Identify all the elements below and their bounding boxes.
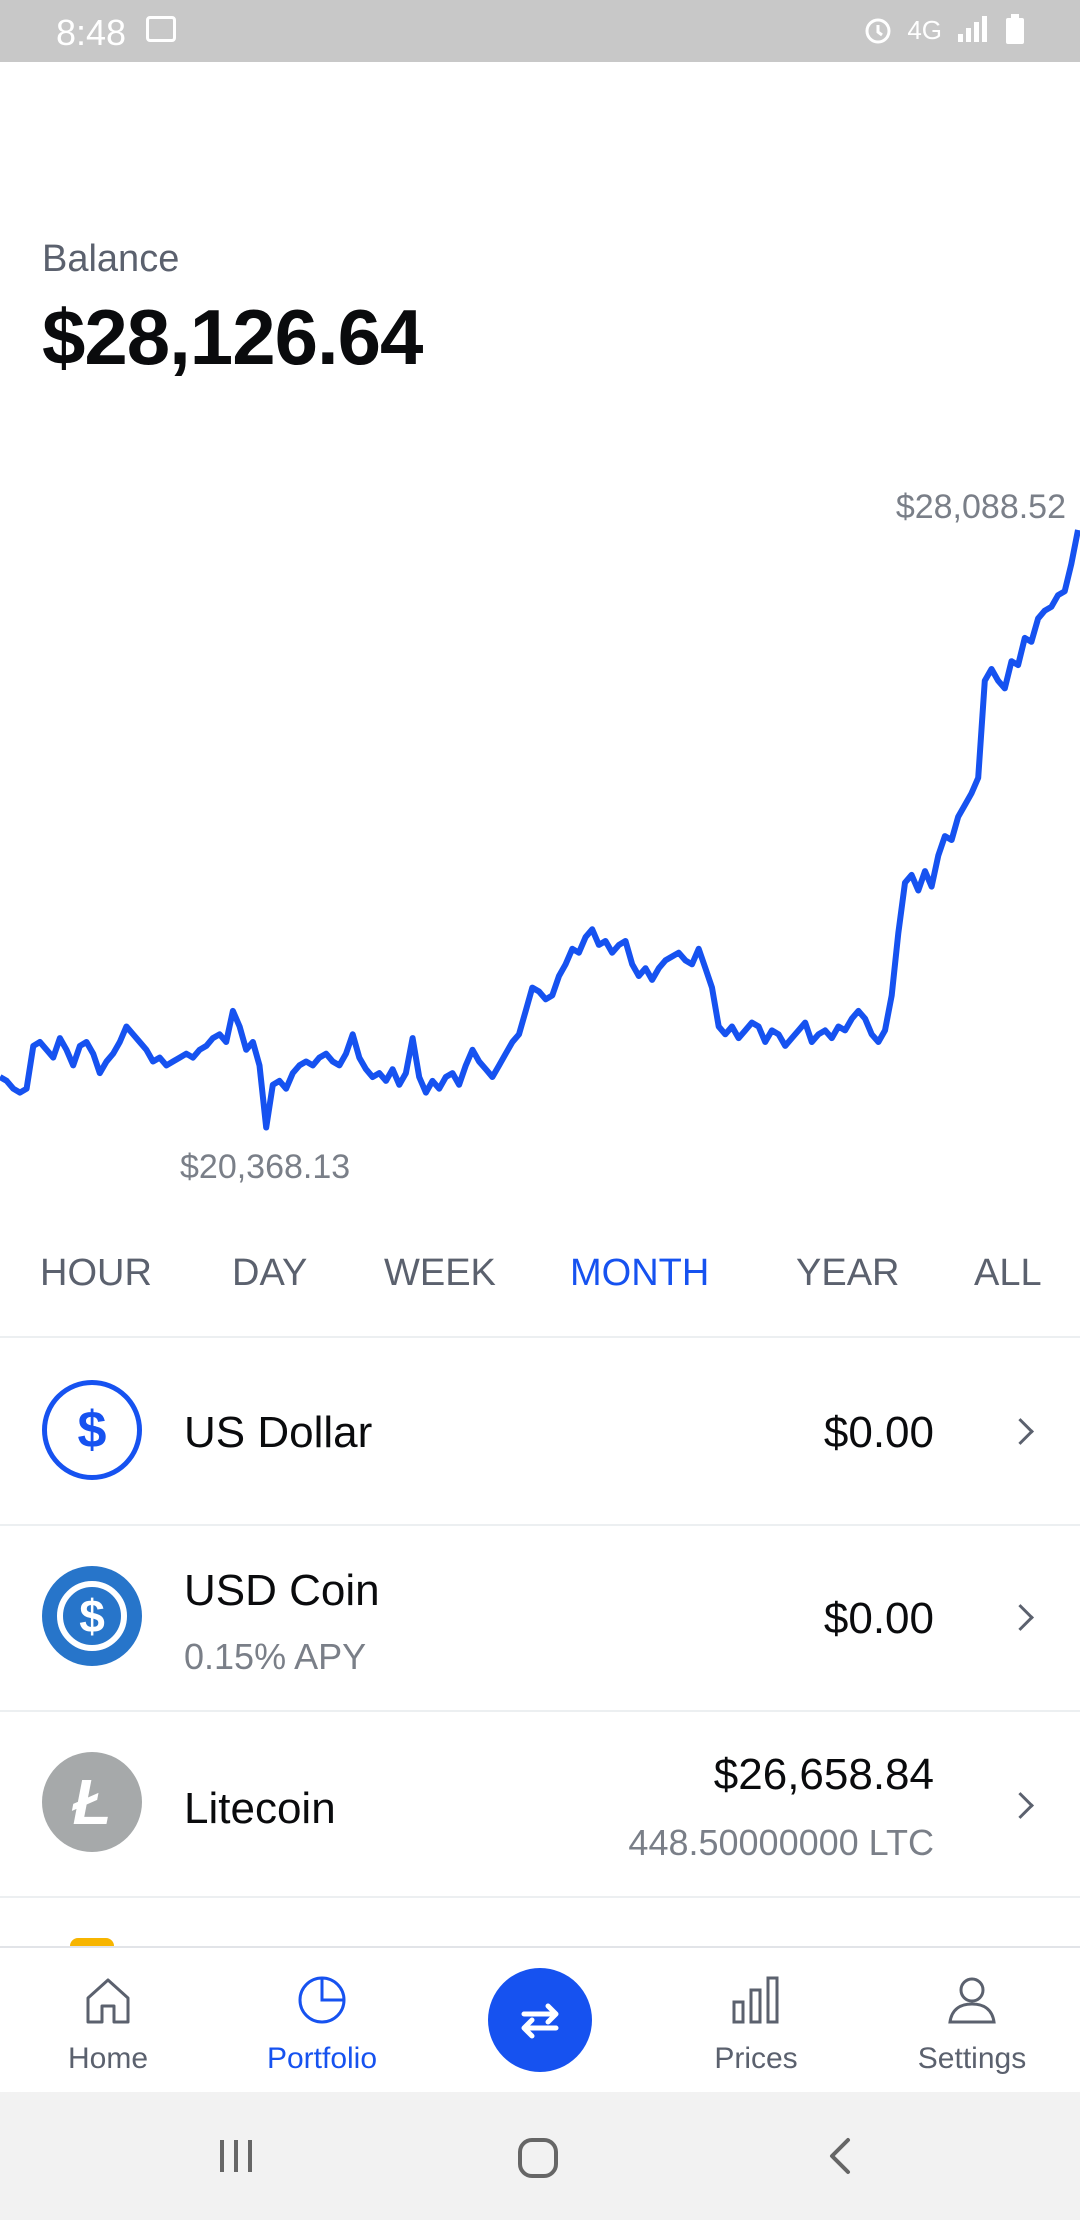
nav-settings[interactable]: Settings bbox=[882, 1948, 1062, 2094]
asset-row-us-dollar[interactable]: $ US Dollar $0.00 bbox=[0, 1338, 1080, 1526]
balance-chart[interactable] bbox=[0, 480, 1080, 1200]
bar-chart-icon bbox=[732, 1976, 779, 2024]
chart-series-line bbox=[0, 529, 1080, 1131]
system-nav-bar bbox=[0, 2092, 1080, 2220]
chevron-right-icon bbox=[1007, 1792, 1034, 1819]
asset-name: USD Coin bbox=[184, 1566, 380, 1615]
user-icon bbox=[948, 1977, 996, 2024]
home-circle-icon[interactable] bbox=[514, 2134, 562, 2182]
status-time: 8:48 bbox=[56, 12, 127, 53]
tab-day[interactable]: DAY bbox=[232, 1252, 308, 1294]
back-icon[interactable] bbox=[820, 2134, 864, 2178]
asset-name: US Dollar bbox=[184, 1408, 373, 1457]
chart-max-label: $28,088.52 bbox=[895, 488, 1066, 526]
tab-month[interactable]: MONTH bbox=[570, 1252, 710, 1294]
status-bar: 8:48 4G bbox=[0, 0, 1080, 62]
asset-name: Litecoin bbox=[184, 1784, 336, 1833]
nav-portfolio-label: Portfolio bbox=[266, 2042, 378, 2075]
chart-min-label: $20,368.13 bbox=[180, 1148, 351, 1186]
next-asset-icon-peek bbox=[70, 1938, 114, 1946]
nav-prices-label: Prices bbox=[714, 2042, 798, 2075]
nav-portfolio[interactable]: Portfolio bbox=[232, 1948, 412, 2094]
asset-value: $26,658.84 bbox=[713, 1750, 934, 1799]
nav-settings-label: Settings bbox=[917, 2042, 1027, 2075]
alarm-icon bbox=[865, 18, 891, 44]
asset-value: $0.00 bbox=[823, 1408, 934, 1457]
nav-home-label: Home bbox=[67, 2042, 149, 2075]
image-notification-icon bbox=[146, 16, 176, 42]
asset-value: $0.00 bbox=[823, 1594, 934, 1643]
time-range-tabs: HOUR DAY WEEK MONTH YEAR ALL bbox=[0, 1240, 1080, 1338]
asset-apy: 0.15% APY bbox=[184, 1636, 367, 1677]
nav-home[interactable]: Home bbox=[18, 1948, 198, 2094]
tab-hour[interactable]: HOUR bbox=[40, 1252, 152, 1294]
tab-year[interactable]: YEAR bbox=[796, 1252, 900, 1294]
asset-amount: 448.50000000 LTC bbox=[628, 1822, 934, 1863]
asset-row-usd-coin[interactable]: $ USD Coin 0.15% APY $0.00 bbox=[0, 1524, 1080, 1712]
network-type-label: 4G bbox=[907, 14, 942, 45]
battery-icon bbox=[1006, 14, 1024, 44]
usdc-icon: $ bbox=[42, 1566, 142, 1666]
home-icon bbox=[86, 1978, 130, 2024]
status-icons: 4G bbox=[863, 14, 1026, 46]
balance-value: $28,126.64 bbox=[42, 293, 423, 381]
svg-text:$: $ bbox=[79, 1590, 105, 1642]
trade-button[interactable] bbox=[488, 1968, 592, 2072]
tab-all[interactable]: ALL bbox=[974, 1252, 1042, 1294]
portfolio-pie-icon bbox=[298, 1976, 346, 2024]
dollar-icon: $ bbox=[42, 1380, 142, 1480]
chevron-right-icon bbox=[1007, 1604, 1034, 1631]
recent-apps-icon[interactable] bbox=[214, 2134, 258, 2178]
asset-row-litecoin[interactable]: Ł Litecoin $26,658.84 448.50000000 LTC bbox=[0, 1710, 1080, 1898]
chevron-right-icon bbox=[1007, 1418, 1034, 1445]
signal-icon bbox=[958, 16, 987, 42]
balance-label: Balance bbox=[42, 238, 180, 280]
nav-prices[interactable]: Prices bbox=[666, 1948, 846, 2094]
swap-arrows-icon bbox=[521, 2003, 559, 2039]
litecoin-icon: Ł bbox=[42, 1752, 142, 1852]
tab-week[interactable]: WEEK bbox=[384, 1252, 496, 1294]
